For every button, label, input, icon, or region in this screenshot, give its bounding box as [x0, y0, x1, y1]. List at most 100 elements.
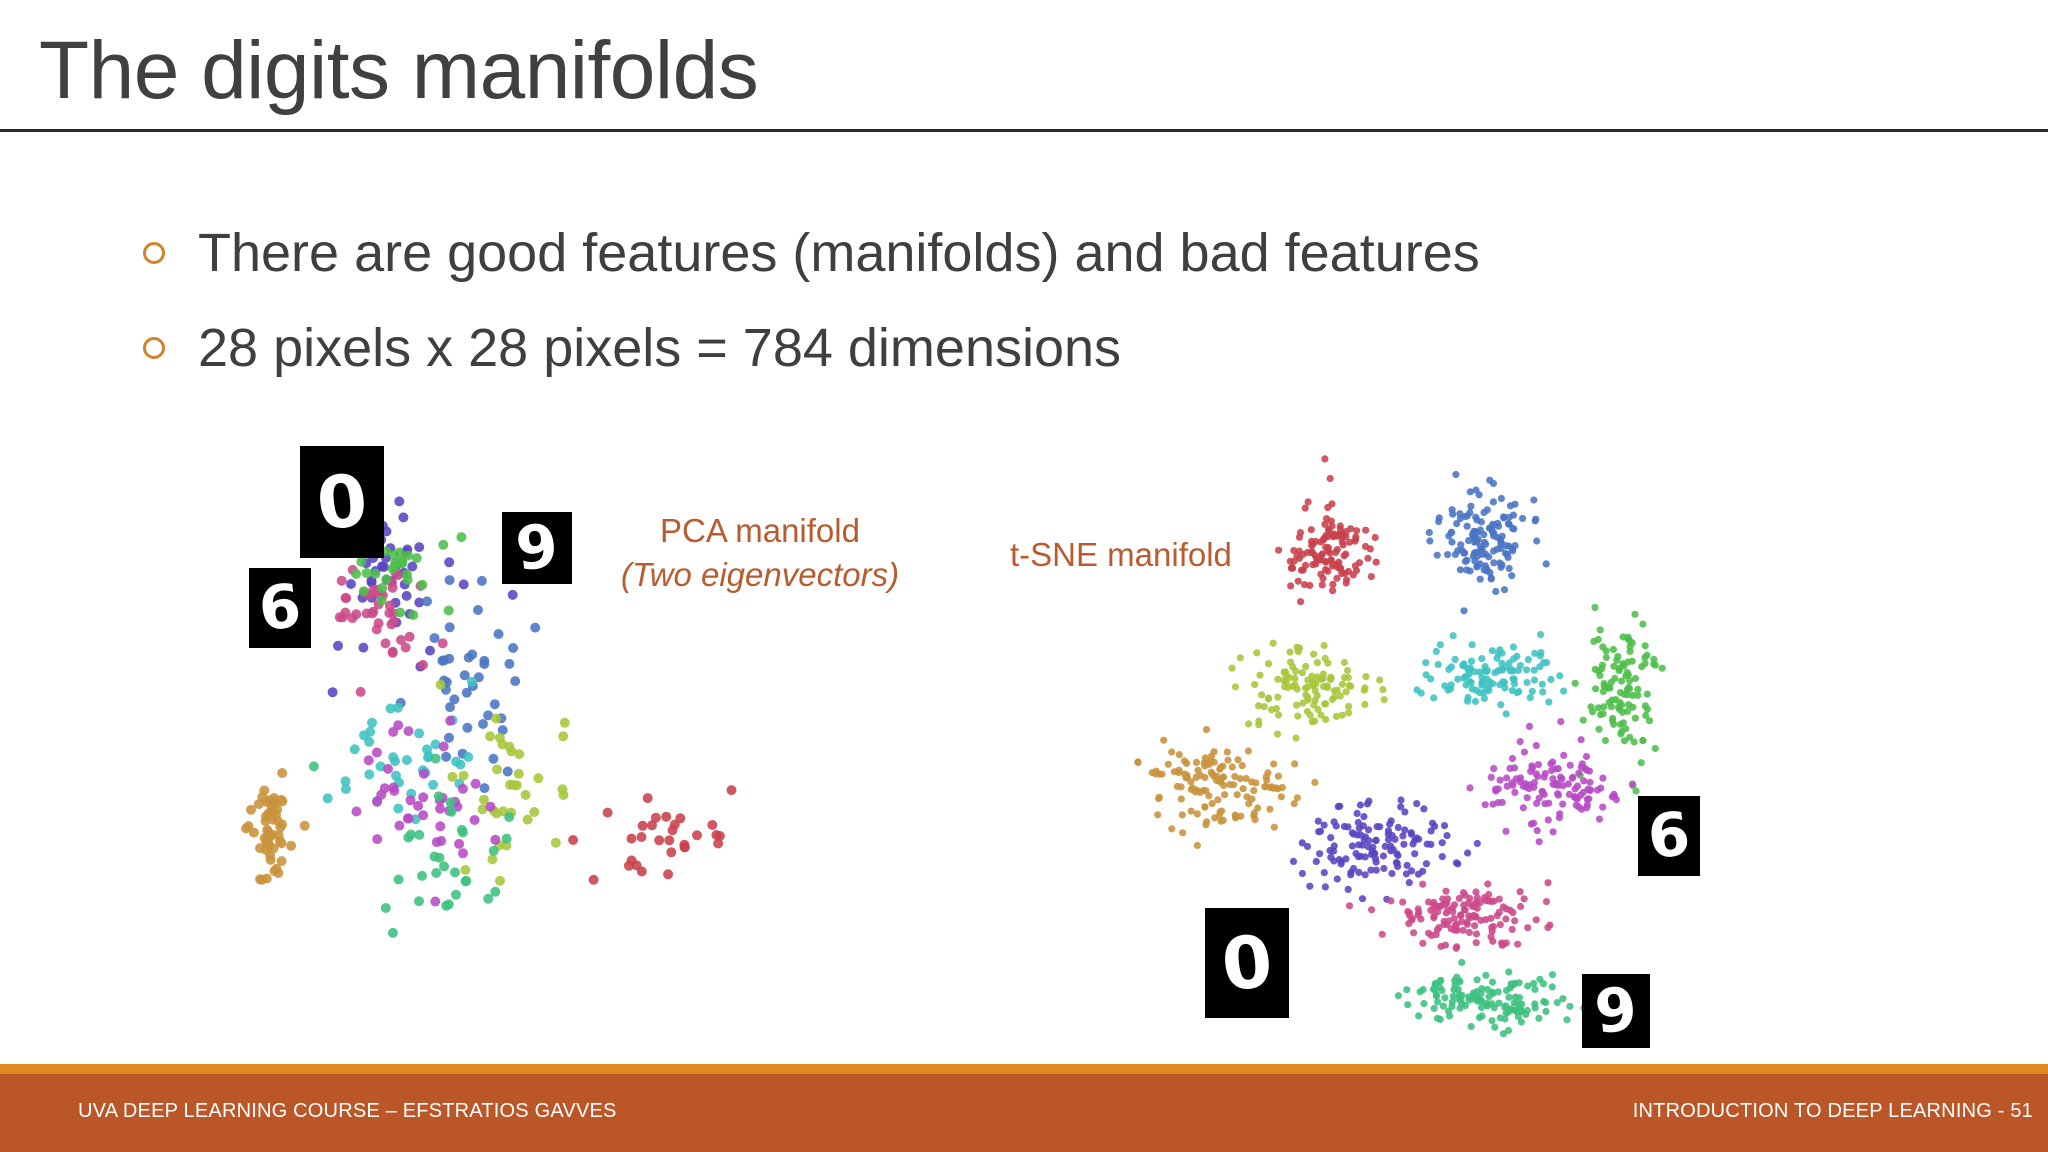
- pca-point: [414, 597, 425, 608]
- tsne-point: [1490, 559, 1498, 567]
- pca-point: [347, 613, 358, 624]
- pca-point: [381, 574, 392, 585]
- pca-point: [435, 679, 446, 690]
- tsne-point: [1228, 664, 1236, 672]
- tsne-point: [1490, 1004, 1498, 1012]
- tsne-point: [1472, 888, 1480, 896]
- tsne-point: [1444, 895, 1452, 903]
- tsne-point: [1274, 772, 1282, 780]
- tsne-point: [1228, 763, 1236, 771]
- tsne-point: [1282, 668, 1290, 676]
- tsne-point: [1155, 795, 1163, 803]
- tsne-point: [1510, 980, 1518, 988]
- tsne-point: [1187, 807, 1195, 815]
- tsne-point: [1600, 682, 1608, 691]
- tsne-point: [1503, 782, 1511, 790]
- tsne-point: [1298, 669, 1306, 677]
- tsne-point: [1477, 518, 1485, 526]
- tsne-point: [1362, 526, 1370, 534]
- tsne-point: [1326, 846, 1334, 855]
- tsne-point: [1510, 764, 1519, 772]
- tsne-point: [1554, 765, 1562, 773]
- tsne-point: [1244, 747, 1252, 755]
- tsne-point: [1579, 788, 1587, 796]
- tsne-point: [1313, 659, 1321, 667]
- pca-point: [513, 768, 524, 779]
- tsne-point: [1594, 704, 1602, 712]
- tsne-point: [1638, 663, 1646, 671]
- pca-point: [636, 832, 647, 842]
- pca-point: [461, 875, 472, 886]
- pca-point: [405, 795, 416, 806]
- tsne-point: [1360, 686, 1368, 694]
- tsne-point: [1330, 842, 1338, 850]
- tsne-point: [1459, 926, 1467, 934]
- pca-point: [444, 557, 455, 568]
- pca-point: [492, 764, 502, 775]
- tsne-point: [1403, 861, 1411, 869]
- tsne-point: [1411, 850, 1419, 858]
- tsne-point: [1536, 975, 1544, 983]
- tsne-point: [1269, 639, 1277, 647]
- tsne-point: [1290, 800, 1298, 808]
- pca-point: [459, 670, 470, 681]
- tsne-point: [1524, 924, 1532, 932]
- tsne-point: [1620, 737, 1629, 745]
- pca-point: [647, 820, 657, 831]
- tsne-point: [1614, 652, 1622, 661]
- tsne-point: [1448, 538, 1456, 546]
- tsne-point: [1450, 986, 1458, 994]
- pca-point: [445, 797, 456, 808]
- tsne-point: [1254, 804, 1262, 812]
- tsne-point: [1368, 906, 1376, 914]
- pca-point: [433, 791, 444, 802]
- pca-point: [714, 831, 725, 841]
- pca-point: [358, 586, 369, 597]
- pca-point: [588, 874, 599, 885]
- pca-point: [446, 806, 457, 817]
- tsne-point: [1278, 784, 1286, 792]
- tsne-point: [1591, 603, 1599, 611]
- tsne-point: [1164, 760, 1172, 768]
- pca-point: [402, 813, 413, 824]
- tsne-point: [1439, 1002, 1447, 1010]
- tsne-point: [1329, 587, 1337, 595]
- tsne-point: [1498, 659, 1506, 667]
- pca-point: [396, 635, 406, 645]
- tsne-point: [1318, 550, 1327, 558]
- pca-point: [530, 622, 541, 633]
- pca-point: [423, 752, 434, 763]
- tsne-point: [1379, 852, 1387, 860]
- tsne-point: [1431, 986, 1439, 994]
- tsne-point: [1321, 455, 1329, 463]
- tsne-point: [1193, 786, 1201, 794]
- tsne-point: [1270, 760, 1278, 768]
- tsne-point: [1340, 552, 1348, 560]
- tsne-point: [1518, 1000, 1526, 1008]
- pca-point: [267, 829, 278, 840]
- tsne-point: [1333, 546, 1341, 554]
- tsne-point: [1502, 827, 1510, 835]
- tsne-point: [1302, 691, 1310, 699]
- tsne-point: [1538, 680, 1546, 688]
- tsne-point: [1631, 610, 1639, 618]
- pca-point: [376, 595, 387, 606]
- pca-point: [351, 806, 362, 817]
- tsne-point: [1330, 818, 1338, 826]
- tsne-point: [1408, 867, 1416, 875]
- tsne-point: [1344, 823, 1352, 831]
- pca-point: [444, 575, 455, 586]
- tsne-point: [1356, 801, 1364, 809]
- tsne-point: [1324, 533, 1332, 541]
- tsne-point: [1365, 826, 1373, 834]
- tsne-point: [1453, 520, 1461, 528]
- tsne-point: [1320, 869, 1328, 877]
- pca-point: [308, 761, 319, 772]
- pca-point: [666, 847, 677, 858]
- tsne-point: [1496, 559, 1504, 567]
- tsne-point: [1339, 541, 1347, 549]
- tsne-point: [1221, 791, 1229, 799]
- tsne-point: [1478, 545, 1486, 553]
- tsne-point: [1502, 710, 1510, 718]
- tsne-point: [1455, 990, 1463, 999]
